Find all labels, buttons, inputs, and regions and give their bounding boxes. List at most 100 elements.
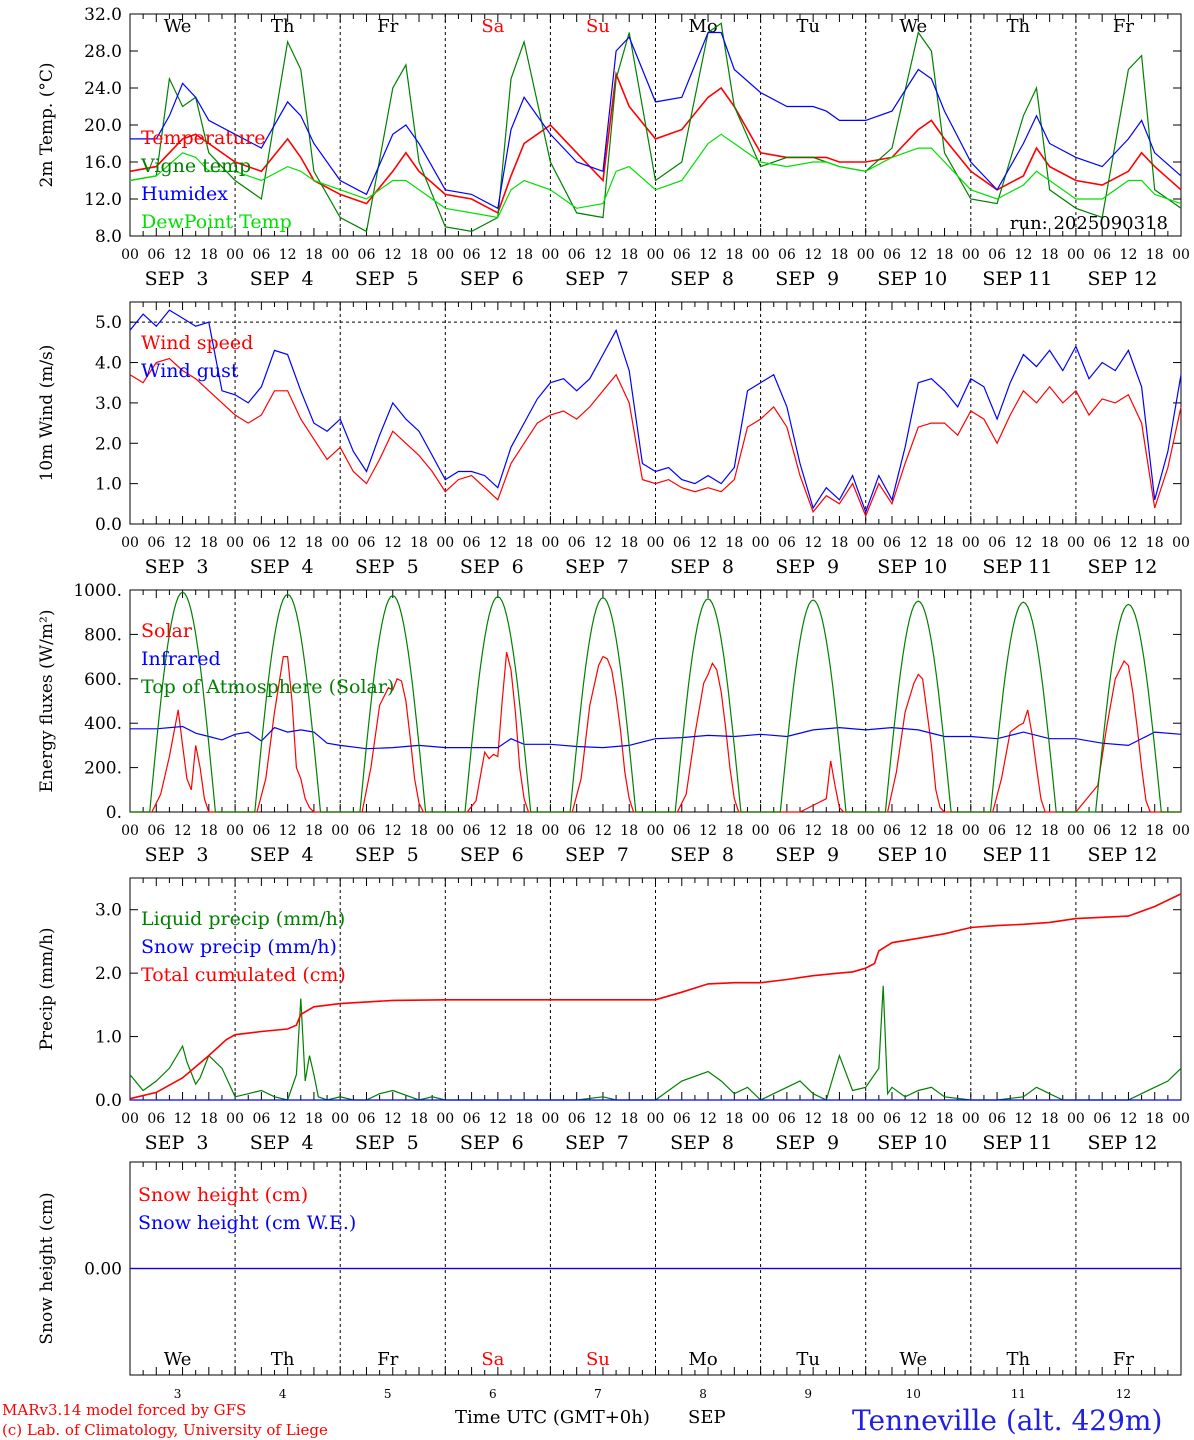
hour-label: 06 <box>568 823 586 839</box>
hour-label: 06 <box>883 535 901 551</box>
footer-month-label: SEP <box>688 1407 726 1428</box>
date-label: SEP 7 <box>565 556 629 578</box>
hour-label: 06 <box>147 823 165 839</box>
hour-label: 12 <box>909 823 927 839</box>
hour-label: 18 <box>1041 1111 1059 1127</box>
y-axis-title: Precip (mm/h) <box>37 927 57 1050</box>
weekday-label: Fr <box>377 16 398 37</box>
hour-label: 06 <box>147 247 165 263</box>
weekday-label: Sa <box>481 1349 504 1370</box>
panel-4: 0.0 1.0 2.0 3.0 Precip (mm/h) 00 06 12 18 SEP 3 00… <box>37 877 1190 1154</box>
date-label: SEP 12 <box>1088 844 1158 866</box>
hour-label: 12 <box>1120 1111 1138 1127</box>
series-dewpoint-temp <box>129 133 1182 219</box>
hour-label: 00 <box>647 1111 665 1127</box>
y-tick-label: 0.0 <box>95 1091 122 1111</box>
hour-label: 18 <box>515 1111 533 1127</box>
legend-entry: Infrared <box>141 648 221 670</box>
hour-label: 12 <box>699 247 717 263</box>
series-solar <box>130 652 1181 813</box>
legend-entry: Temperature <box>141 127 265 149</box>
date-label: SEP 7 <box>565 268 629 290</box>
date-label: SEP 10 <box>877 556 947 578</box>
hour-label: 18 <box>725 247 743 263</box>
hour-label: 06 <box>673 247 691 263</box>
hour-label: 06 <box>568 1111 586 1127</box>
y-tick-label: 0. <box>106 803 122 823</box>
panel-3: 0. 200. 400. 600. 800. 1000. Energy fluxes (W/… <box>37 581 1190 866</box>
hour-label: 00 <box>331 823 349 839</box>
hour-label: 18 <box>305 823 323 839</box>
date-label: SEP 6 <box>460 556 524 578</box>
weekday-label: Tu <box>796 1349 820 1370</box>
day-number: 7 <box>594 1387 602 1401</box>
date-label: SEP 8 <box>670 1132 734 1154</box>
hour-label: 00 <box>1067 535 1085 551</box>
date-label: SEP 5 <box>355 844 419 866</box>
date-label: SEP 3 <box>145 556 209 578</box>
series-wind-gust <box>129 309 1182 514</box>
y-tick-label: 8.0 <box>95 227 122 247</box>
y-tick-label: 800. <box>84 625 122 645</box>
hour-label: 00 <box>541 823 559 839</box>
hour-label: 12 <box>384 535 402 551</box>
panels: 8.012.016.020.024.028.032.02m Temp. (°C)… <box>37 5 1190 1401</box>
y-tick-label: 0.00 <box>84 1260 122 1280</box>
hour-label: 06 <box>463 823 481 839</box>
hour-label: 00 <box>1067 247 1085 263</box>
date-label: SEP 3 <box>145 268 209 290</box>
hour-label: 06 <box>463 535 481 551</box>
weekday-label: Su <box>586 16 610 37</box>
date-label: SEP 4 <box>250 1132 314 1154</box>
y-tick-label: 0.0 <box>95 515 122 535</box>
y-tick-label: 4.0 <box>95 354 122 374</box>
hour-label: 00 <box>331 535 349 551</box>
weekday-label: We <box>164 16 192 37</box>
hour-label: 12 <box>1014 535 1032 551</box>
series-wind-speed <box>129 357 1182 518</box>
y-tick-label: 2.0 <box>95 434 122 454</box>
hour-label: 00 <box>962 1111 980 1127</box>
hour-label: 00 <box>436 535 454 551</box>
date-label: SEP 4 <box>250 556 314 578</box>
legend-entry: Snow precip (mm/h) <box>141 936 337 958</box>
y-tick-label: 28.0 <box>84 42 122 62</box>
weekday-label: Tu <box>796 16 820 37</box>
date-label: SEP 9 <box>775 844 839 866</box>
hour-label: 06 <box>358 823 376 839</box>
y-axis-title: 2m Temp. (°C) <box>37 62 57 187</box>
hour-label: 18 <box>410 247 428 263</box>
hour-label: 12 <box>699 823 717 839</box>
hour-label: 18 <box>936 535 954 551</box>
hour-label: 18 <box>305 535 323 551</box>
date-label: SEP 9 <box>775 268 839 290</box>
hour-label: 06 <box>358 535 376 551</box>
hour-label: 00 <box>857 1111 875 1127</box>
hour-label: 00 <box>121 823 139 839</box>
legend-entry: Solar <box>141 620 193 642</box>
hour-label: 18 <box>831 535 849 551</box>
hour-label: 18 <box>410 535 428 551</box>
hour-label: 12 <box>804 535 822 551</box>
weekday-label: Th <box>271 1349 295 1370</box>
hour-label: 00 <box>857 823 875 839</box>
panel-2: 0.0 1.0 2.0 3.0 4.0 5.0 10m Wind (m/s) 00 06 12 18… <box>37 301 1190 578</box>
hour-label: 06 <box>673 1111 691 1127</box>
hour-label: 00 <box>541 1111 559 1127</box>
day-number: 10 <box>906 1387 921 1401</box>
footer-station-name: Tenneville (alt. 429m) <box>852 1404 1162 1437</box>
hour-label: 18 <box>725 535 743 551</box>
hour-label: 12 <box>1014 247 1032 263</box>
y-tick-label: 5.0 <box>95 313 122 333</box>
hour-label: 18 <box>936 823 954 839</box>
weekday-label: We <box>164 1349 192 1370</box>
hour-label: 06 <box>358 1111 376 1127</box>
y-axis-title: 10m Wind (m/s) <box>37 345 57 482</box>
hour-label: 06 <box>463 247 481 263</box>
date-label: SEP 6 <box>460 1132 524 1154</box>
hour-label: 12 <box>174 247 192 263</box>
date-label: SEP 8 <box>670 844 734 866</box>
hour-label: 06 <box>252 247 270 263</box>
hour-label: 12 <box>594 247 612 263</box>
